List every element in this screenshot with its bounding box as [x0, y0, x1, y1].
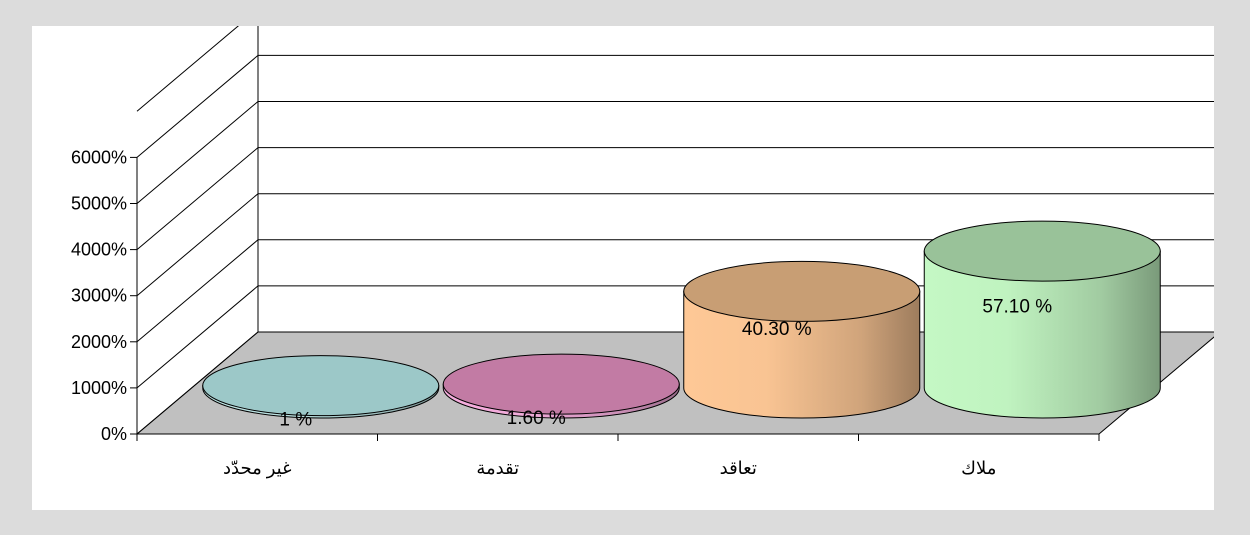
- data-label: 40.30 %: [742, 319, 812, 340]
- cylinder-bar: [683, 260, 921, 419]
- cylinder-top: [202, 355, 440, 417]
- gridline-diagonal: [136, 55, 259, 158]
- cylinder-body: [923, 250, 1161, 419]
- x-category-label: غير محدّد: [223, 458, 292, 479]
- cylinder-body: [683, 290, 921, 419]
- gridline-diagonal: [136, 239, 259, 343]
- data-label: 1 %: [279, 410, 312, 431]
- y-tick-label: 4000%: [71, 240, 127, 260]
- x-category-label: تقدمة: [476, 458, 519, 478]
- gridline-diagonal: [136, 147, 259, 250]
- cylinder-bar: [923, 220, 1161, 419]
- gridline-diagonal: [136, 26, 239, 112]
- data-labels: 1 % 1.60 % 40.30 % 57.10 %: [279, 297, 1052, 431]
- cylinder-top: [683, 260, 921, 322]
- y-tick-label: 0%: [101, 424, 127, 444]
- y-tick-label: 3000%: [71, 286, 127, 306]
- data-label: 1.60 %: [507, 408, 566, 429]
- gridline-diagonal: [136, 285, 259, 389]
- gridline-diagonal: [136, 193, 259, 297]
- bar-chart: 0% 1000% 2000% 3000% 4000% 5000% 6000% 1 % 1.60…: [71, 26, 1214, 479]
- y-tick-label: 5000%: [71, 194, 127, 214]
- x-category-label: ملاك: [961, 458, 996, 478]
- gridline-diagonal: [136, 331, 259, 435]
- cylinder-bar: [202, 355, 440, 419]
- y-axis: [130, 156, 1100, 441]
- cylinder-bars: [202, 220, 1161, 419]
- x-category-labels: غير محدّد تقدمة تعاقد ملاك: [223, 458, 996, 479]
- chart-frame: 0% 1000% 2000% 3000% 4000% 5000% 6000% 1 % 1.60…: [32, 26, 1214, 510]
- gridline-diagonal: [136, 101, 259, 204]
- data-label: 57.10 %: [982, 297, 1052, 318]
- cylinder-top: [442, 353, 680, 415]
- cylinder-bar: [442, 353, 680, 419]
- x-category-label: تعاقد: [720, 458, 757, 478]
- cylinder-top: [923, 220, 1161, 282]
- y-tick-label: 1000%: [71, 378, 127, 398]
- y-tick-label: 6000%: [71, 147, 127, 167]
- y-tick-label: 2000%: [71, 332, 127, 352]
- y-tick-labels: 0% 1000% 2000% 3000% 4000% 5000% 6000%: [71, 147, 127, 444]
